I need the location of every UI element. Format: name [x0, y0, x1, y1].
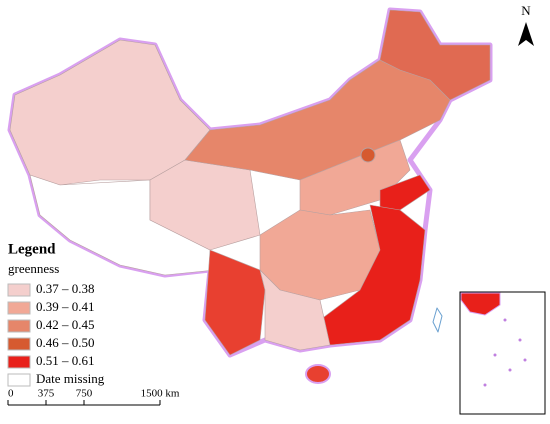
- legend-label: 0.42 – 0.45: [36, 317, 95, 332]
- legend-title: Legend: [8, 241, 56, 257]
- legend-label: 0.39 – 0.41: [36, 299, 95, 314]
- china-map: [7, 7, 493, 384]
- scale-label: 1500 km: [141, 388, 180, 400]
- legend-subtitle: greenness: [8, 261, 59, 276]
- beijing: [360, 147, 376, 163]
- hainan: [305, 364, 331, 384]
- legend-swatch: [7, 319, 31, 333]
- scale-label: 750: [76, 388, 93, 400]
- east-coast: [319, 204, 426, 346]
- arrow: [518, 22, 534, 46]
- inset: [459, 291, 546, 415]
- legend-label: 0.37 – 0.38: [36, 281, 95, 296]
- islands: [483, 318, 527, 387]
- north-arrow: N: [518, 3, 534, 46]
- legend: Legend greenness 0.37 – 0.38 0.39 – 0.41 0…: [7, 241, 105, 387]
- legend-label: 0.51 – 0.61: [36, 353, 95, 368]
- legend-swatch: [7, 373, 31, 387]
- legend-swatch: [7, 283, 31, 297]
- northeast: [379, 9, 491, 101]
- taiwan: [432, 307, 443, 333]
- scale-label: 0: [8, 388, 14, 400]
- legend-label: 0.46 – 0.50: [36, 335, 95, 350]
- scale-bar: 0 375 750 1500 km: [7, 388, 180, 406]
- legend-swatch: [7, 301, 31, 315]
- legend-label: Date missing: [36, 371, 105, 386]
- legend-swatch: [7, 355, 31, 369]
- southwest: [259, 269, 331, 351]
- inset-coast: [460, 292, 501, 316]
- legend-swatch: [7, 337, 31, 351]
- yunnan: [204, 249, 266, 356]
- scale-label: 375: [38, 388, 55, 400]
- north-label: N: [521, 3, 531, 18]
